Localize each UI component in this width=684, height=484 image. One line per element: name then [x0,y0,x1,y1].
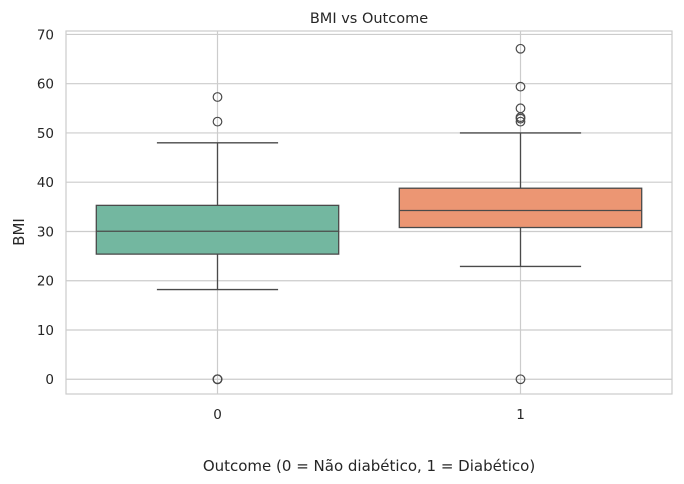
y-tick-label-20: 20 [37,274,54,290]
outlier-point-0-4 [212,92,223,102]
y-axis-label: BMI [10,218,28,246]
outlier-point-1-0 [515,374,526,385]
box-series [95,43,643,385]
box-group-0 [95,92,340,385]
outlier-point-1-6 [515,43,526,54]
y-tick-label-0: 0 [45,372,54,388]
y-tick-label-30: 30 [37,224,54,240]
x-tick-label-0: 0 [213,407,222,423]
outlier-point-1-5 [515,81,526,92]
x-axis-label: Outcome (0 = Não diabético, 1 = Diabétic… [203,457,535,475]
y-tick-label-70: 70 [37,27,54,43]
box-0 [95,204,340,255]
y-tick-label-50: 50 [37,126,54,142]
box-1 [398,187,643,229]
y-tick-label-60: 60 [37,77,54,93]
outlier-point-0-2 [212,374,223,385]
y-tick-labels: 0 10 20 30 40 50 60 70 [37,27,54,388]
x-tick-label-1: 1 [516,407,525,423]
y-tick-label-40: 40 [37,175,54,191]
outlier-point-1-1 [515,116,526,127]
chart-title: BMI vs Outcome [310,11,428,27]
y-tick-label-10: 10 [37,323,54,339]
outlier-point-0-3 [212,116,223,127]
plot-frame [65,30,673,395]
outlier-point-1-4 [515,103,526,114]
box-group-1 [398,43,643,385]
